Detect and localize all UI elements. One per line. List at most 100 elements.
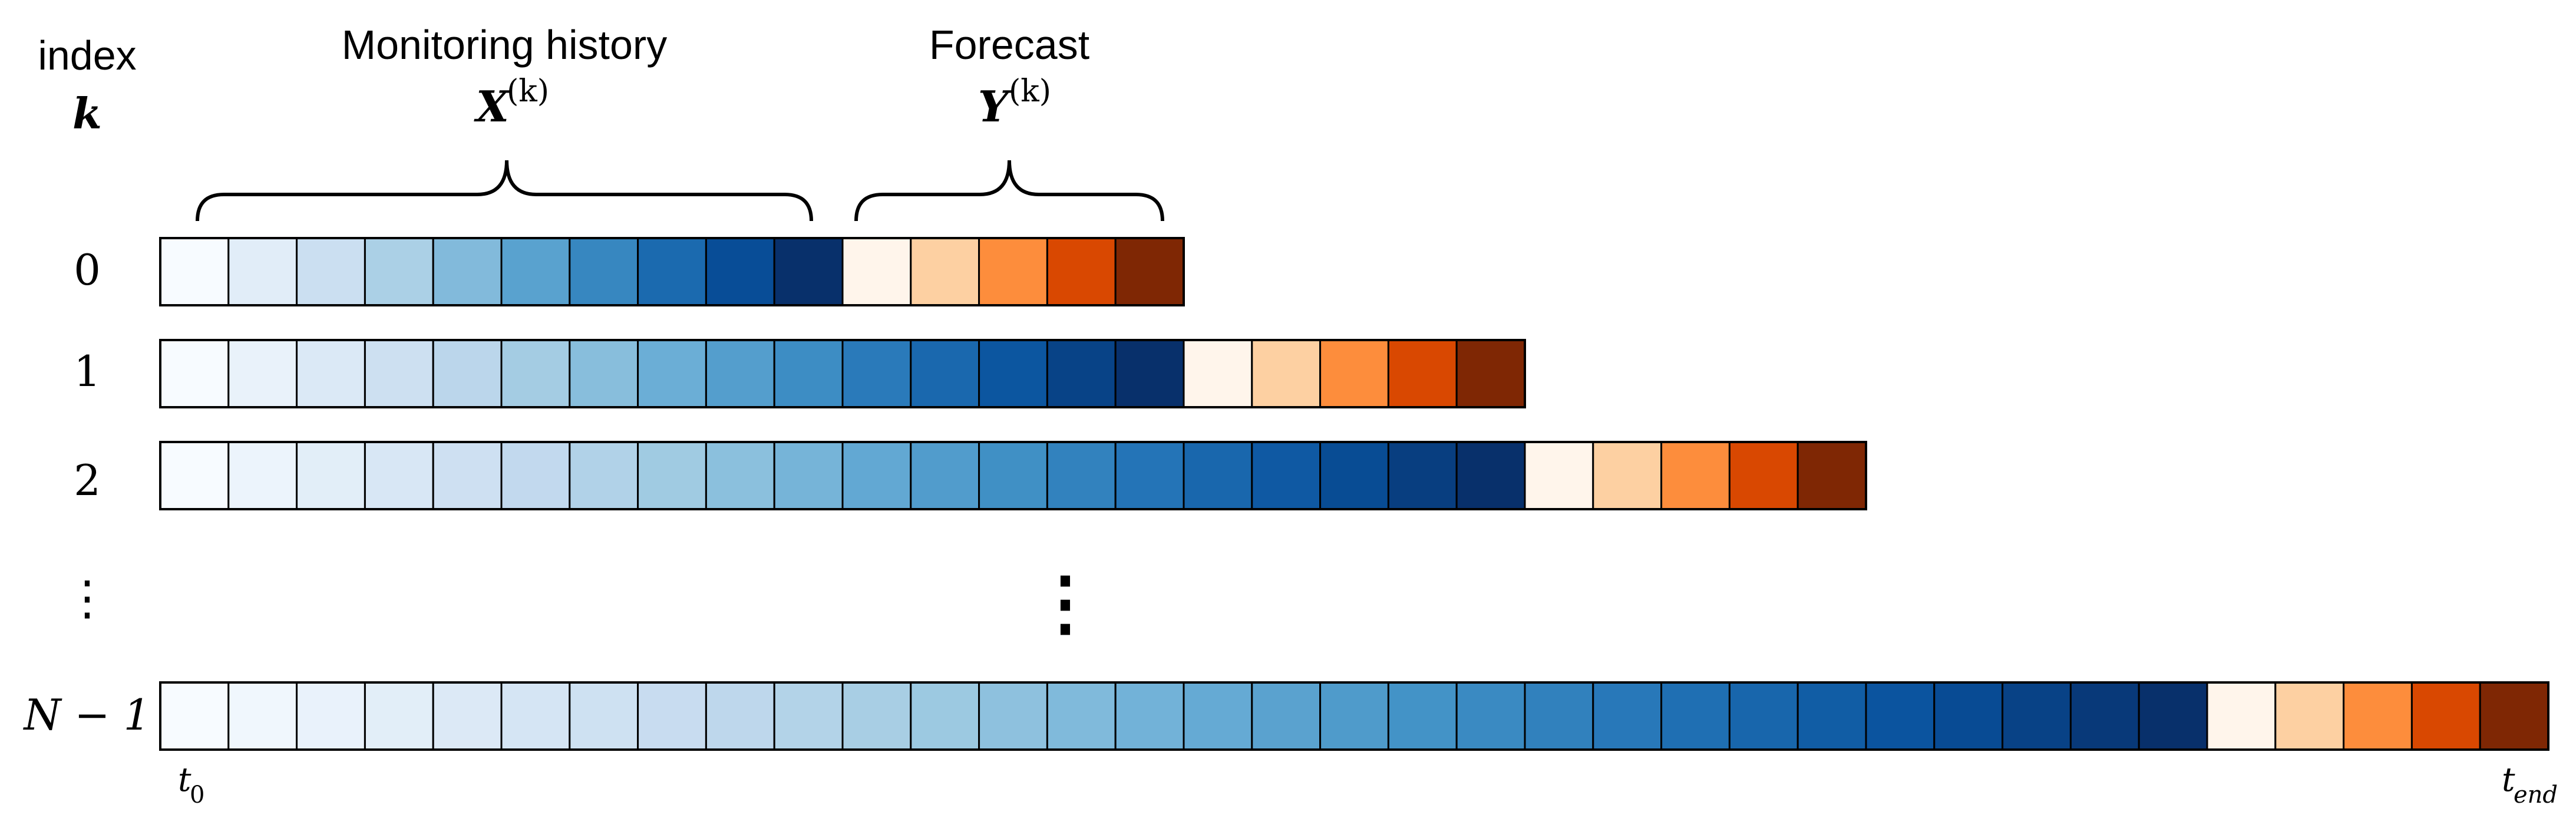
history-cell: [773, 441, 844, 510]
end-time-subscript: end: [2514, 781, 2558, 809]
history-cell: [1455, 681, 1526, 751]
forecast-cell: [1114, 237, 1185, 306]
index-header-label: index: [38, 32, 136, 78]
rows-ellipsis: ⋮: [1030, 561, 1101, 644]
forecast-cell: [2206, 681, 2277, 751]
forecast-cell: [1728, 441, 1799, 510]
history-cell: [637, 339, 707, 408]
history-cell: [978, 681, 1048, 751]
history-cell: [705, 681, 775, 751]
history-cell: [227, 339, 298, 408]
history-cell: [1319, 681, 1389, 751]
history-cell: [637, 441, 707, 510]
forecast-cell: [2274, 681, 2345, 751]
forecast-cell: [978, 237, 1048, 306]
history-cell: [364, 441, 434, 510]
history-cell: [978, 339, 1048, 408]
history-cell: [159, 681, 230, 751]
history-cell: [1524, 681, 1594, 751]
forecast-cell: [1455, 339, 1526, 408]
history-cell: [159, 339, 230, 408]
history-cell: [705, 339, 775, 408]
history-cell: [2138, 681, 2208, 751]
history-cell: [841, 681, 912, 751]
history-cell: [637, 237, 707, 306]
history-cell: [1592, 681, 1663, 751]
window-row-outline: [159, 681, 2549, 751]
history-cell: [569, 339, 639, 408]
history-cell: [1114, 441, 1185, 510]
history-cell: [364, 237, 434, 306]
history-cell: [1933, 681, 2004, 751]
history-cell: [500, 237, 571, 306]
row-label-1: 1: [74, 347, 101, 396]
history-cell: [1251, 681, 1322, 751]
history-cell: [159, 441, 230, 510]
history-cell: [910, 339, 980, 408]
window-row-1: [159, 339, 1526, 408]
history-title: Monitoring history: [342, 22, 667, 68]
history-cell: [1046, 681, 1117, 751]
row-label-ellipsis: ⋮: [64, 570, 111, 625]
history-cell: [705, 237, 775, 306]
forecast-cell: [1660, 441, 1730, 510]
history-cell: [500, 339, 571, 408]
history-cell: [910, 441, 980, 510]
history-cell: [2069, 681, 2140, 751]
history-cell: [569, 441, 639, 510]
forecast-cell: [2410, 681, 2481, 751]
history-cell: [296, 441, 366, 510]
window-row-outline: [159, 237, 1185, 306]
history-cell: [1183, 681, 1253, 751]
forecast-cell: [1319, 339, 1389, 408]
history-cell: [1251, 441, 1322, 510]
history-cell: [978, 441, 1048, 510]
history-cell: [1114, 681, 1185, 751]
history-symbol-letter: X: [474, 81, 511, 131]
row-label-last: N − 1: [23, 690, 151, 740]
forecast-cell: [1387, 339, 1458, 408]
history-cell: [773, 237, 844, 306]
row-label-2: 2: [74, 456, 101, 505]
window-row-outline: [159, 441, 1867, 510]
history-cell: [841, 441, 912, 510]
history-cell: [296, 237, 366, 306]
history-cell: [1660, 681, 1730, 751]
window-row-outline: [159, 339, 1526, 408]
history-cell: [773, 681, 844, 751]
forecast-cell: [910, 237, 980, 306]
history-cell: [1387, 441, 1458, 510]
row-label-0: 0: [74, 245, 101, 295]
history-cell: [773, 339, 844, 408]
history-cell: [1728, 681, 1799, 751]
history-cell: [296, 681, 366, 751]
history-cell: [432, 237, 503, 306]
history-cell: [500, 681, 571, 751]
window-row-3: [159, 681, 2549, 751]
history-cell: [569, 237, 639, 306]
history-cell: [1046, 441, 1117, 510]
history-cell: [1183, 441, 1253, 510]
forecast-cell: [841, 237, 912, 306]
start-time-subscript: 0: [190, 781, 204, 809]
history-cell: [432, 339, 503, 408]
forecast-cell: [1592, 441, 1663, 510]
history-cell: [227, 237, 298, 306]
history-cell: [296, 339, 366, 408]
index-header-symbol: k: [72, 88, 102, 138]
forecast-cell: [1796, 441, 1867, 510]
history-cell: [159, 237, 230, 306]
window-rows: [159, 237, 2549, 751]
forecast-cell: [1524, 441, 1594, 510]
forecast-symbol-letter: Y: [978, 81, 1012, 131]
history-cell: [432, 681, 503, 751]
history-cell: [432, 441, 503, 510]
history-cell: [569, 681, 639, 751]
history-cell: [637, 681, 707, 751]
history-brace: [196, 160, 813, 222]
forecast-title: Forecast: [929, 22, 1089, 68]
history-cell: [500, 441, 571, 510]
history-cell: [841, 339, 912, 408]
window-row-2: [159, 441, 1867, 510]
